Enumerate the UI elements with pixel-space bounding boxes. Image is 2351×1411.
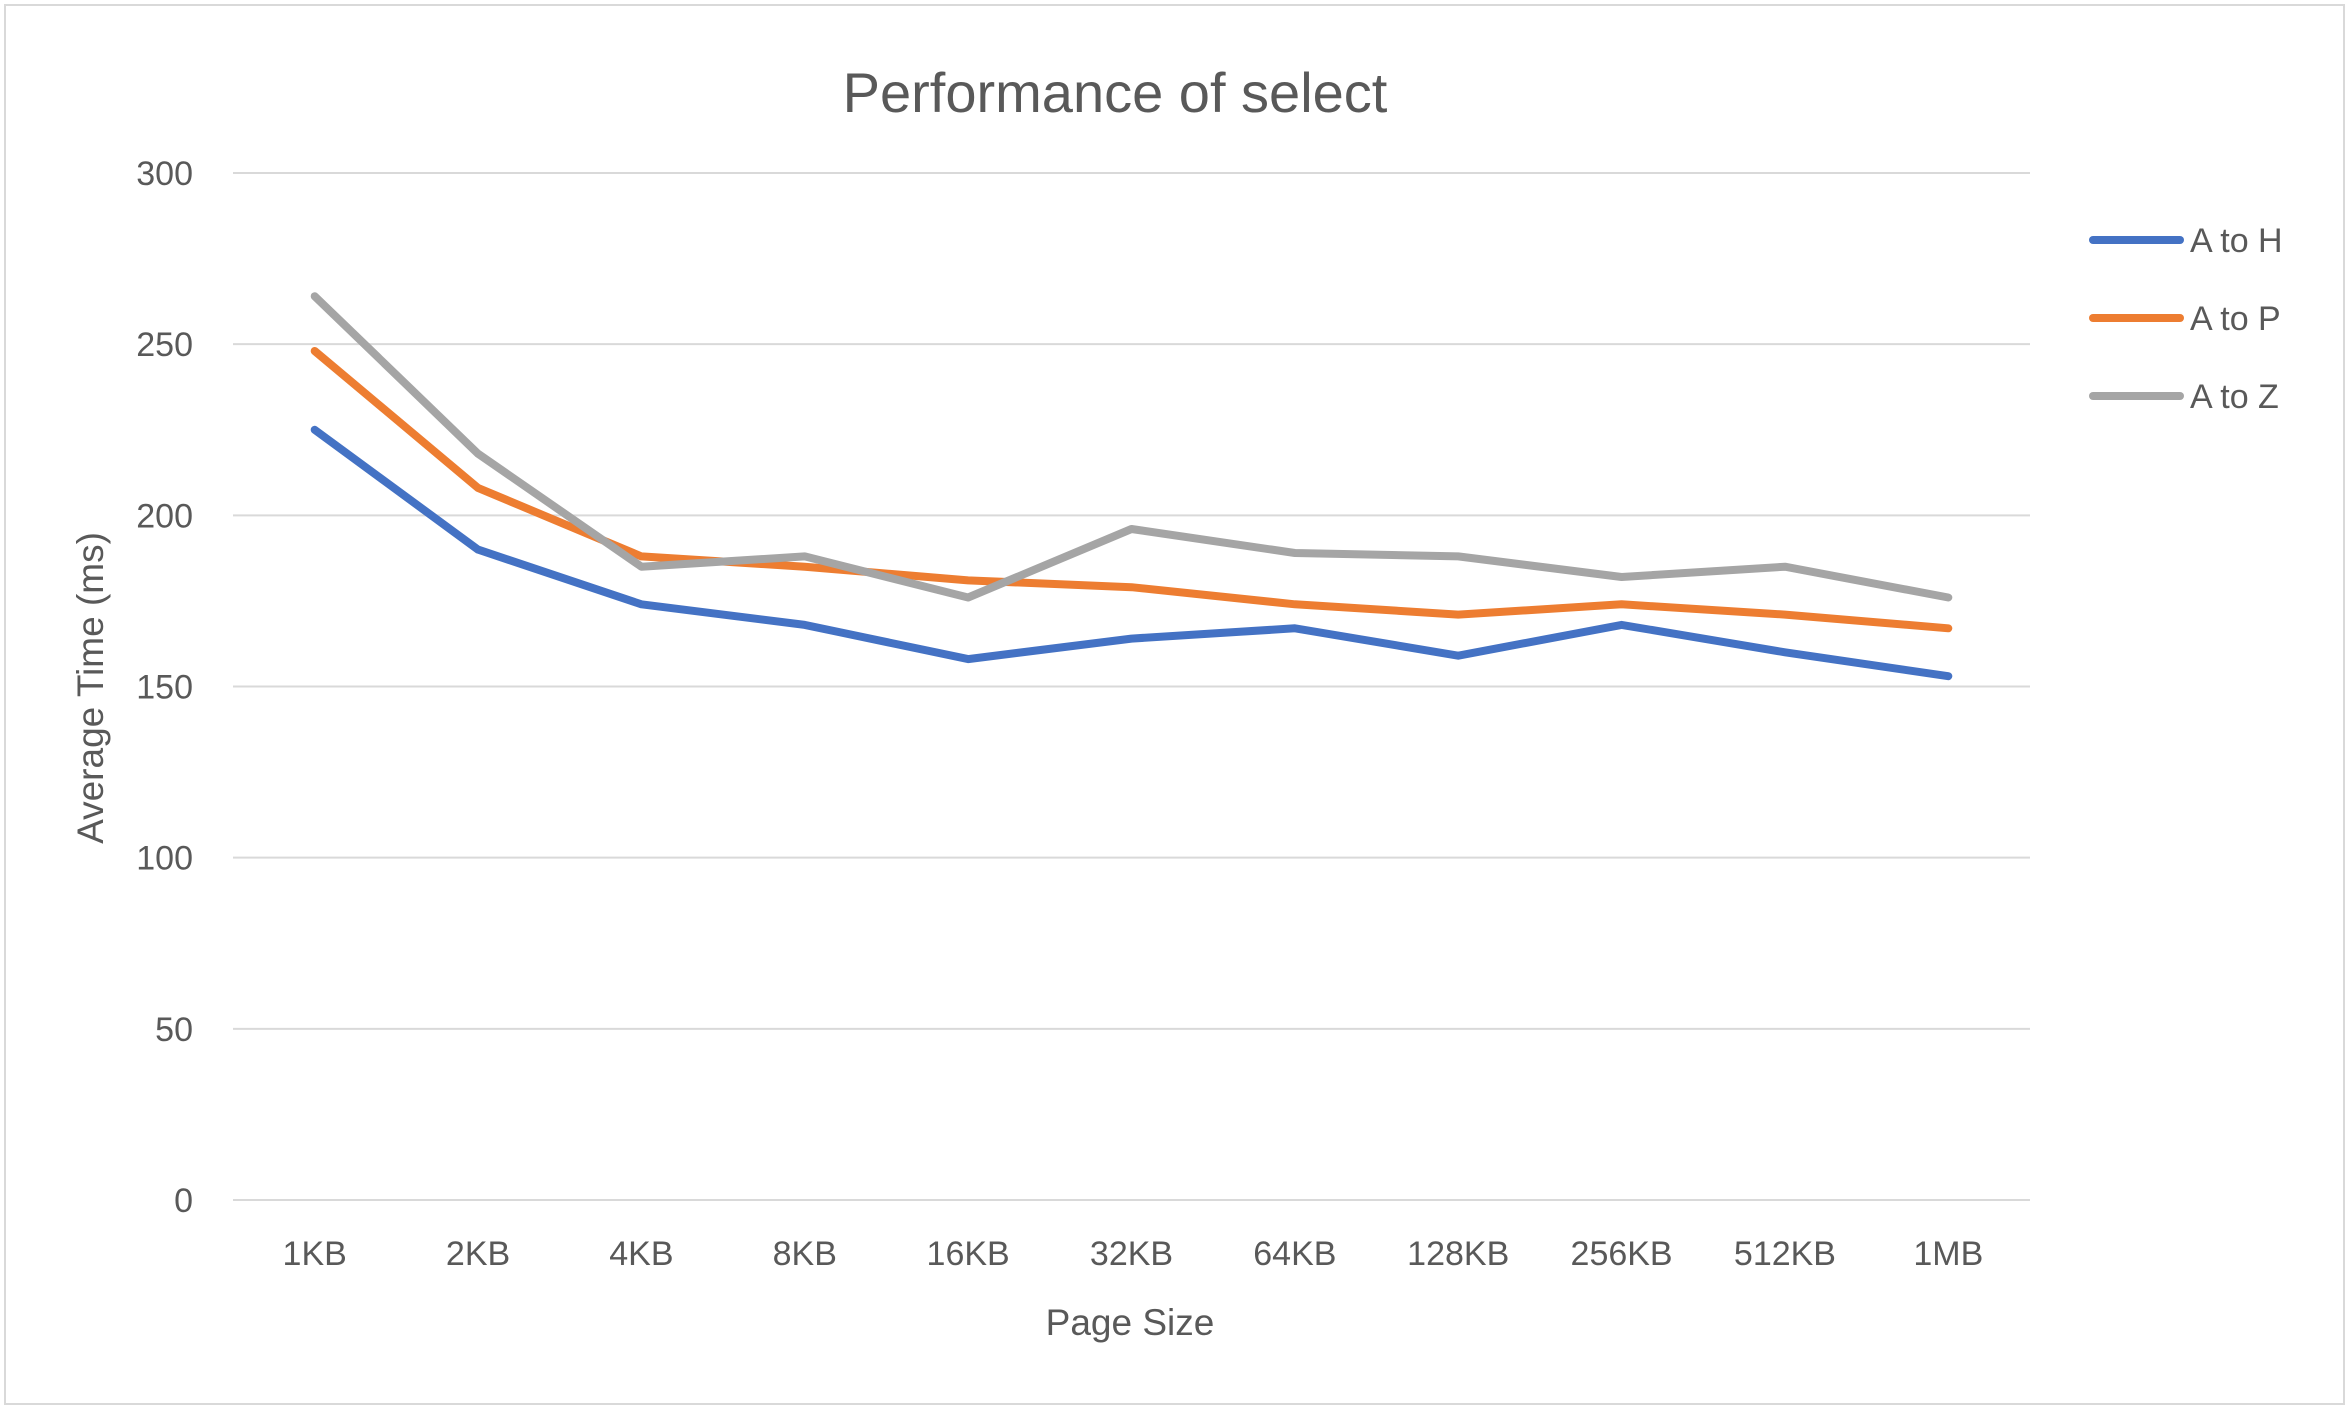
series-lines	[310, 292, 1953, 681]
y-axis-ticks: 0 50 100 150 200 250 300	[136, 155, 193, 1220]
y-tick-label: 250	[136, 326, 193, 364]
x-tick-label: 64KB	[1253, 1235, 1336, 1273]
y-tick-label: 200	[136, 497, 193, 535]
x-axis-title: Page Size	[1046, 1302, 1215, 1343]
x-axis-ticks: 1KB 2KB 4KB 8KB 16KB 32KB 64KB 128KB 256KB 512KB 1…	[283, 1235, 1984, 1273]
y-tick-label: 300	[136, 155, 193, 193]
x-tick-label: 128KB	[1407, 1235, 1509, 1273]
legend-label: A to H	[2190, 222, 2283, 260]
x-tick-label: 256KB	[1571, 1235, 1673, 1273]
legend-label: A to Z	[2190, 378, 2279, 416]
series-line	[310, 292, 1953, 602]
legend-label: A to P	[2190, 300, 2281, 338]
chart-title: Performance of select	[843, 61, 1388, 124]
x-tick-label: 32KB	[1090, 1235, 1173, 1273]
legend: A to H A to P A to Z	[2089, 222, 2283, 416]
x-tick-label: 4KB	[609, 1235, 673, 1273]
gridlines	[233, 172, 2030, 1201]
x-tick-label: 512KB	[1734, 1235, 1836, 1273]
y-tick-label: 100	[136, 840, 193, 878]
y-tick-label: 0	[174, 1182, 193, 1220]
chart-frame	[4, 4, 2345, 1405]
x-tick-label: 1MB	[1913, 1235, 1983, 1273]
series-line	[310, 347, 1953, 633]
x-tick-label: 16KB	[927, 1235, 1010, 1273]
x-tick-label: 1KB	[283, 1235, 347, 1273]
x-tick-label: 8KB	[773, 1235, 837, 1273]
y-tick-label: 50	[155, 1011, 193, 1049]
x-tick-label: 2KB	[446, 1235, 510, 1273]
y-tick-label: 150	[136, 669, 193, 707]
y-axis-title: Average Time (ms)	[70, 532, 111, 844]
series-line	[310, 425, 1953, 681]
